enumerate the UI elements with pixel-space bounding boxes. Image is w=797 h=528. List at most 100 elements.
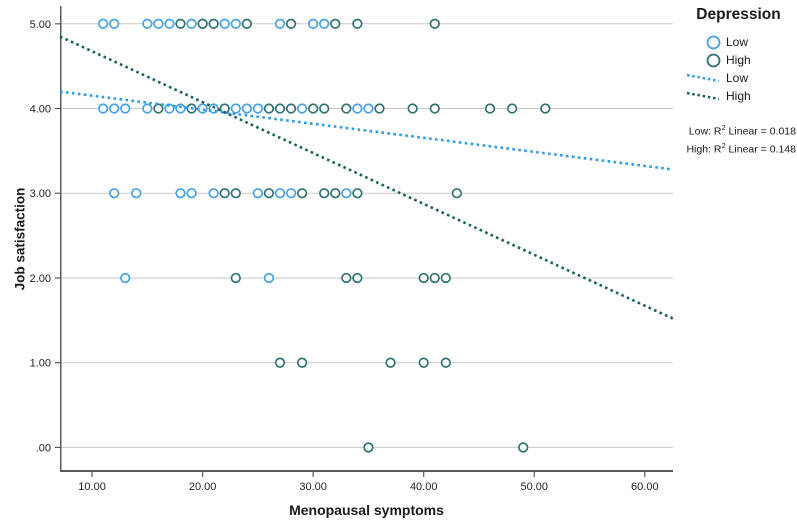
data-point-low — [296, 103, 308, 114]
data-point-low — [164, 18, 175, 29]
data-point-high — [407, 103, 418, 114]
data-point-low — [120, 272, 131, 284]
high-circle-glyph — [706, 53, 721, 67]
x-tick-label: 20.00 — [189, 481, 217, 493]
data-point-high — [518, 442, 529, 453]
data-point-high — [418, 357, 429, 368]
high-circle-swatch — [706, 53, 721, 67]
r-squared-low: Low: R2 Linear = 0.018 — [680, 121, 796, 139]
r2-high-post: Linear = 0.148 — [725, 143, 796, 155]
data-point-high — [363, 442, 374, 453]
data-point-high — [285, 103, 297, 114]
data-point-low — [363, 103, 374, 114]
data-point-high — [352, 18, 363, 29]
data-point-low — [120, 103, 131, 114]
data-point-high — [197, 18, 208, 29]
data-point-high — [341, 272, 352, 284]
y-tick-label: 4.00 — [30, 104, 51, 116]
x-tick-label: 50.00 — [520, 481, 548, 493]
plot-area: 5.00 4.00 3.00 2.00 1.00 .00 10.00 20.00 30.00 40… — [30, 6, 674, 493]
x-tick-label: 40.00 — [410, 481, 438, 493]
data-point-high — [440, 272, 451, 284]
data-point-low — [109, 103, 120, 114]
data-point-high — [241, 18, 252, 29]
data-point-low — [274, 188, 286, 199]
low-dashed-line-icon — [680, 72, 726, 84]
data-point-low — [186, 188, 197, 199]
data-point-low — [274, 18, 286, 29]
data-point-high — [263, 188, 275, 199]
data-point-high — [352, 188, 363, 199]
r2-low-sup: 2 — [721, 123, 726, 132]
data-point-low — [131, 188, 142, 199]
data-point-low — [219, 18, 230, 29]
data-point-high — [374, 103, 385, 114]
r2-high-sup: 2 — [721, 140, 726, 150]
data-point-low — [208, 188, 219, 199]
data-point-high — [175, 18, 186, 29]
data-point-high — [352, 272, 363, 284]
high-line-swatch — [686, 91, 720, 101]
data-point-high — [429, 18, 440, 29]
legend-item-low-marker: Low — [680, 33, 797, 51]
fit-line-high — [59, 35, 674, 320]
legend-label-high-line: High — [726, 89, 751, 103]
data-point-low — [230, 18, 241, 29]
y-tick-label: 2.00 — [30, 273, 51, 285]
r-squared-high: High: R2 Linear = 0.148 — [680, 139, 796, 157]
data-point-high — [429, 272, 440, 284]
data-point-low — [109, 18, 120, 29]
low-circle-glyph — [706, 35, 721, 49]
data-point-high — [274, 103, 286, 114]
legend: Depression Low High Low — [680, 6, 797, 156]
r2-low-pre: Low: R — [688, 125, 722, 138]
data-point-high — [429, 103, 440, 114]
data-point-low — [308, 18, 319, 29]
data-point-low — [252, 188, 264, 199]
data-point-low — [241, 103, 252, 114]
data-point-high — [440, 357, 451, 368]
data-point-high — [230, 188, 241, 199]
data-point-high — [153, 103, 164, 114]
data-point-low — [319, 18, 330, 29]
data-point-low — [252, 103, 264, 114]
legend-item-low-line: Low — [680, 69, 797, 87]
data-point-high — [341, 103, 352, 114]
y-tick-label: 5.00 — [30, 19, 51, 31]
data-point-low — [97, 103, 109, 114]
data-point-low — [142, 18, 153, 29]
data-point-low — [285, 188, 297, 199]
data-point-high — [219, 188, 230, 199]
data-point-high — [418, 272, 429, 284]
data-point-high — [484, 103, 496, 114]
x-tick-label: 60.00 — [631, 481, 659, 493]
data-point-low — [230, 103, 241, 114]
data-point-high — [285, 18, 297, 29]
data-point-low — [97, 18, 109, 29]
high-line-glyph — [686, 91, 720, 101]
data-point-low — [341, 188, 352, 199]
data-point-low — [175, 103, 186, 114]
data-point-high — [330, 18, 341, 29]
y-tick-label: 3.00 — [30, 188, 51, 200]
r2-high-pre: High: R — [686, 143, 722, 155]
data-point-low — [263, 272, 275, 284]
data-point-low — [352, 103, 363, 114]
legend-item-high-marker: High — [680, 51, 797, 69]
data-point-high — [540, 103, 551, 114]
data-point-low — [142, 103, 153, 114]
data-point-high — [385, 357, 396, 368]
high-circle-icon — [680, 53, 726, 68]
data-point-high — [274, 357, 286, 368]
data-point-high — [296, 188, 308, 199]
data-point-low — [109, 188, 120, 199]
data-point-high — [319, 103, 330, 114]
legend-title: Depression — [696, 6, 781, 23]
data-point-low — [153, 18, 164, 29]
x-tick-label: 30.00 — [299, 481, 327, 493]
data-point-high — [506, 103, 518, 114]
data-point-low — [197, 103, 208, 114]
data-point-high — [263, 103, 275, 114]
r2-low-post: Linear = 0.018 — [725, 125, 796, 138]
